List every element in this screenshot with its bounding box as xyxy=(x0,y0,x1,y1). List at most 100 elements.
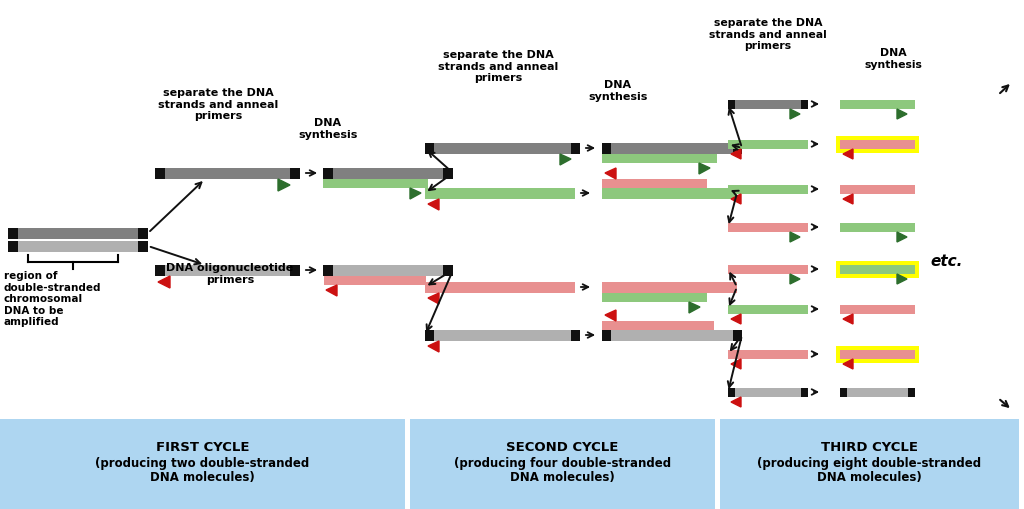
Text: (producing four double-stranded: (producing four double-stranded xyxy=(454,457,671,470)
Bar xyxy=(333,265,443,276)
Bar xyxy=(840,350,915,359)
Bar xyxy=(602,188,737,199)
Bar xyxy=(602,282,737,293)
Polygon shape xyxy=(843,359,853,369)
Polygon shape xyxy=(428,341,439,352)
Bar xyxy=(602,154,717,163)
Polygon shape xyxy=(843,149,853,159)
Polygon shape xyxy=(731,314,741,324)
Bar xyxy=(443,265,453,276)
Bar xyxy=(410,419,715,509)
Bar xyxy=(0,419,406,509)
Text: DNA
synthesis: DNA synthesis xyxy=(864,48,922,70)
Bar xyxy=(602,293,707,302)
Bar xyxy=(323,168,453,179)
Bar xyxy=(840,185,915,194)
Text: DNA molecules): DNA molecules) xyxy=(510,471,614,484)
Bar xyxy=(728,265,808,274)
Text: THIRD CYCLE: THIRD CYCLE xyxy=(821,441,918,454)
Polygon shape xyxy=(790,232,800,242)
Bar xyxy=(165,168,290,179)
Text: separate the DNA
strands and anneal
primers: separate the DNA strands and anneal prim… xyxy=(438,50,558,83)
Text: (producing eight double-stranded: (producing eight double-stranded xyxy=(758,457,982,470)
Bar xyxy=(801,388,808,397)
Bar xyxy=(733,143,742,154)
Bar xyxy=(728,388,735,397)
Text: region of
double-stranded
chromosomal
DNA to be
amplified: region of double-stranded chromosomal DN… xyxy=(4,271,101,327)
Bar xyxy=(836,346,919,363)
Bar xyxy=(602,321,714,330)
Text: DNA oligonucleotide
primers: DNA oligonucleotide primers xyxy=(166,263,294,285)
Bar xyxy=(735,100,801,109)
Polygon shape xyxy=(605,168,616,179)
Bar xyxy=(434,143,571,154)
Polygon shape xyxy=(897,274,907,284)
Polygon shape xyxy=(428,199,439,210)
Bar xyxy=(611,330,733,341)
Text: SECOND CYCLE: SECOND CYCLE xyxy=(506,441,618,454)
Bar xyxy=(847,388,908,397)
Bar xyxy=(18,241,138,252)
Polygon shape xyxy=(897,232,907,242)
Bar xyxy=(836,136,919,153)
Bar xyxy=(425,282,575,293)
Bar xyxy=(836,261,919,278)
Bar xyxy=(425,188,575,199)
Bar xyxy=(18,228,138,239)
Bar xyxy=(733,330,742,341)
Bar xyxy=(908,388,915,397)
Bar xyxy=(290,168,300,179)
Bar xyxy=(720,419,1019,509)
Bar xyxy=(138,228,148,239)
Bar xyxy=(138,241,148,252)
Polygon shape xyxy=(731,194,741,204)
Polygon shape xyxy=(560,154,571,165)
Bar xyxy=(602,179,707,188)
Bar xyxy=(735,388,801,397)
Bar xyxy=(840,100,915,109)
Bar xyxy=(840,140,915,149)
Polygon shape xyxy=(428,293,439,304)
Polygon shape xyxy=(410,188,421,199)
Polygon shape xyxy=(158,276,170,288)
Bar xyxy=(571,330,580,341)
Text: etc.: etc. xyxy=(930,254,963,269)
Polygon shape xyxy=(605,310,616,321)
Bar xyxy=(840,265,915,274)
Bar xyxy=(728,140,808,149)
Text: DNA molecules): DNA molecules) xyxy=(151,471,255,484)
Bar xyxy=(290,265,300,276)
Text: FIRST CYCLE: FIRST CYCLE xyxy=(156,441,249,454)
Text: DNA molecules): DNA molecules) xyxy=(817,471,922,484)
Bar xyxy=(611,143,733,154)
Bar xyxy=(155,168,165,179)
Text: separate the DNA
strands and anneal
primers: separate the DNA strands and anneal prim… xyxy=(710,18,826,51)
Bar xyxy=(840,305,915,314)
Polygon shape xyxy=(278,179,290,191)
Bar xyxy=(602,143,611,154)
Polygon shape xyxy=(790,274,800,284)
Polygon shape xyxy=(843,194,853,204)
Bar xyxy=(425,330,434,341)
Bar xyxy=(324,276,426,285)
Bar xyxy=(728,350,808,359)
Bar xyxy=(323,265,333,276)
Polygon shape xyxy=(897,109,907,119)
Bar xyxy=(443,168,453,179)
Bar xyxy=(155,265,165,276)
Text: DNA
synthesis: DNA synthesis xyxy=(589,80,648,102)
Bar xyxy=(571,143,580,154)
Bar xyxy=(323,179,428,188)
Polygon shape xyxy=(731,397,741,407)
Polygon shape xyxy=(689,302,700,313)
Bar xyxy=(801,100,808,109)
Polygon shape xyxy=(731,359,741,369)
Bar xyxy=(840,223,915,232)
Text: DNA
synthesis: DNA synthesis xyxy=(298,118,357,139)
Bar xyxy=(728,305,808,314)
Bar xyxy=(840,388,847,397)
Text: separate the DNA
strands and anneal
primers: separate the DNA strands and anneal prim… xyxy=(158,88,279,121)
Bar xyxy=(434,330,571,341)
Polygon shape xyxy=(326,285,337,296)
Bar xyxy=(728,100,735,109)
